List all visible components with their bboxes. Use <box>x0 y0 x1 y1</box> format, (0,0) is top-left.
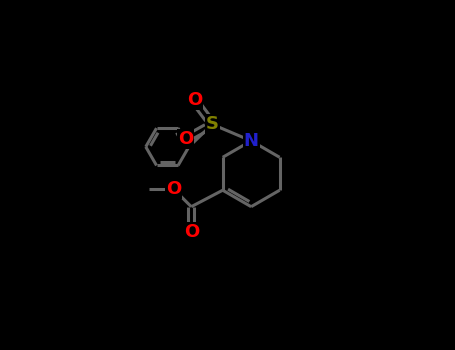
Text: O: O <box>184 223 199 241</box>
Text: O: O <box>166 180 181 198</box>
Text: S: S <box>206 116 219 133</box>
Text: O: O <box>187 91 202 110</box>
Text: O: O <box>177 130 193 148</box>
Text: N: N <box>244 132 258 150</box>
